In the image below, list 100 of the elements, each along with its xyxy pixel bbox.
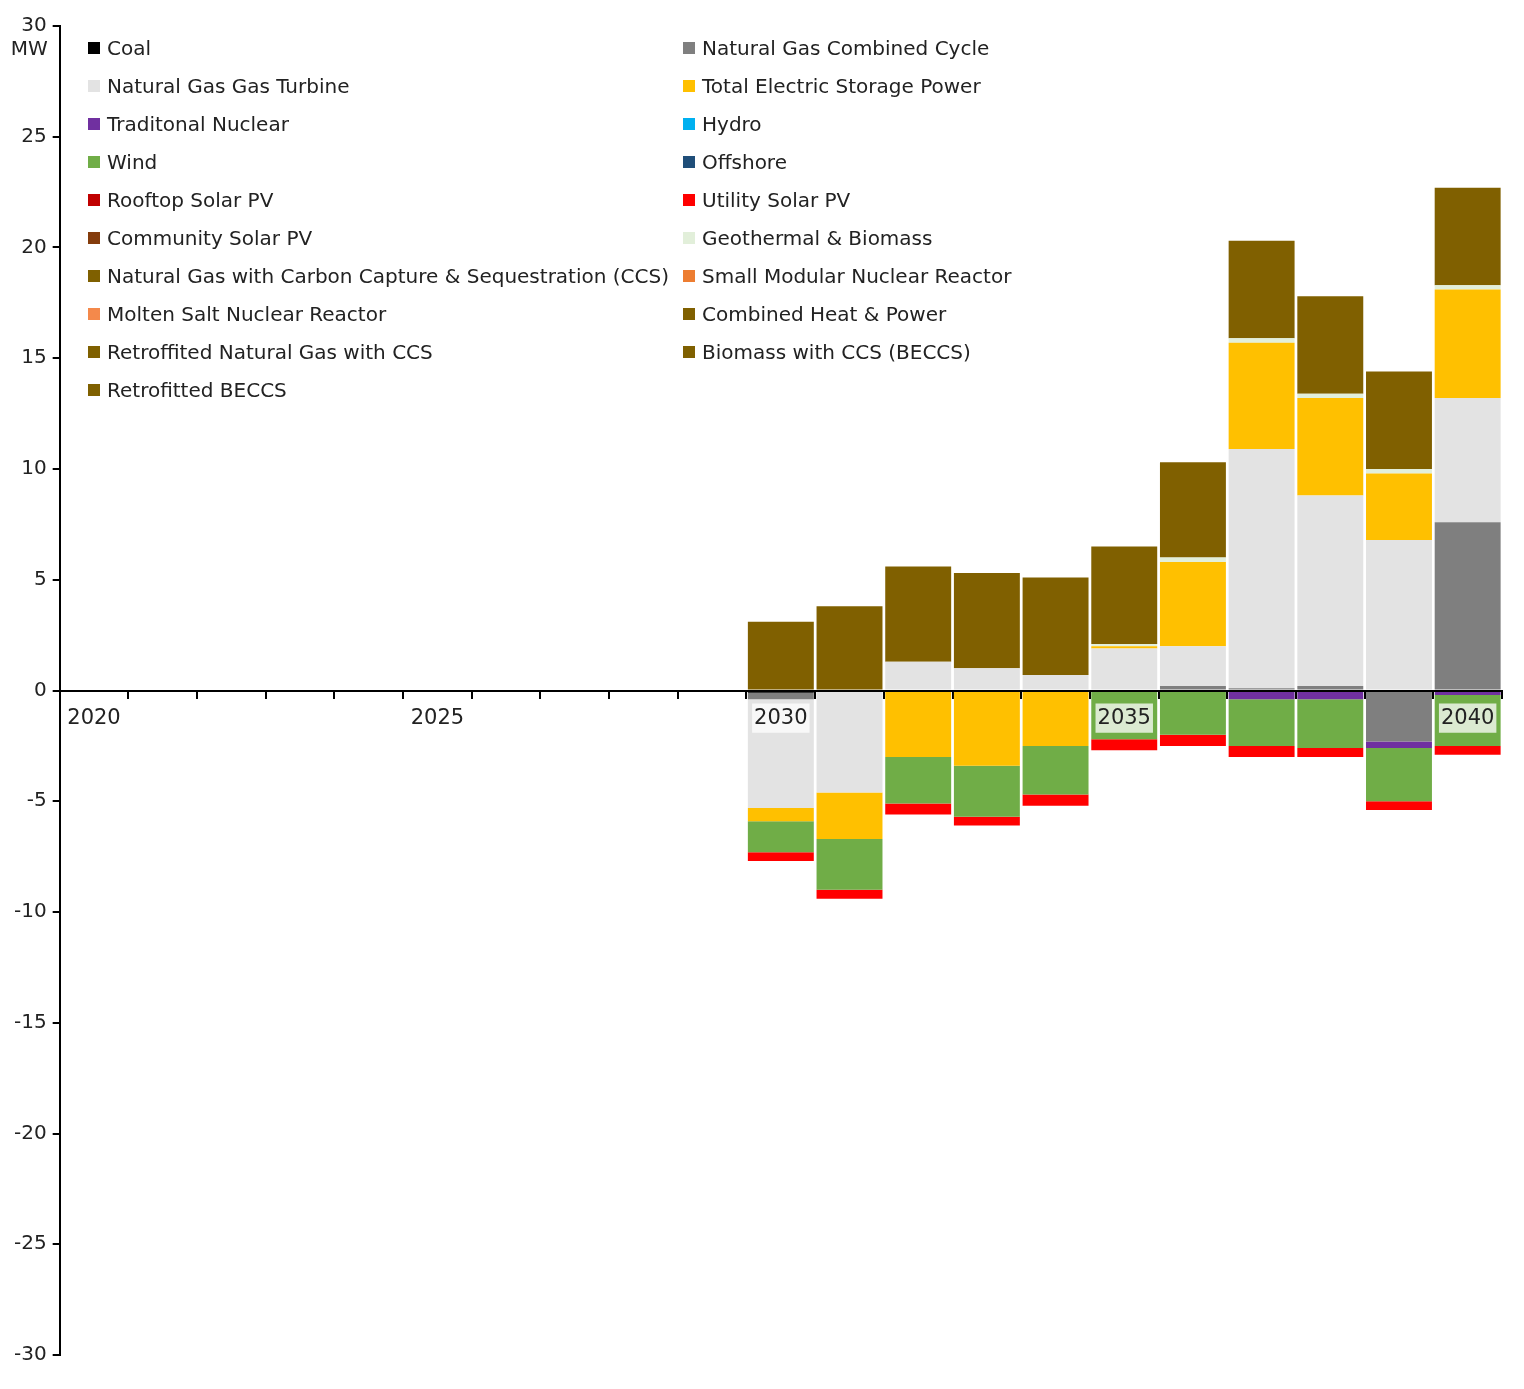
bar <box>1366 371 1432 469</box>
x-tick-label: 2040 <box>1440 704 1495 729</box>
legend-label: Total Electric Storage Power <box>702 74 981 98</box>
bar <box>1366 473 1432 540</box>
legend-label: Retrofitted BECCS <box>107 378 287 402</box>
bar <box>1297 296 1364 394</box>
x-tick-label: 2035 <box>1097 704 1151 729</box>
bar <box>1159 686 1226 690</box>
bar <box>885 803 952 815</box>
bar <box>1434 285 1501 290</box>
y-tick-label: -10 <box>13 898 47 923</box>
bar <box>747 807 814 822</box>
legend-label: Community Solar PV <box>107 226 313 250</box>
bar <box>885 691 952 757</box>
legend-label: Utility Solar PV <box>702 188 851 212</box>
legend-label: Natural Gas with Carbon Capture & Sequestration (CCS) <box>107 264 670 288</box>
bar <box>1434 398 1501 523</box>
x-tick-label: 2020 <box>67 704 121 729</box>
bar <box>1366 748 1432 802</box>
bar <box>1366 469 1432 474</box>
bar <box>1022 675 1089 690</box>
bar <box>953 573 1020 669</box>
bar <box>1366 801 1432 811</box>
legend-label: Coal <box>107 36 152 60</box>
x-tick-label: 2025 <box>410 704 465 729</box>
legend-label: Hydro <box>702 112 762 136</box>
bar <box>1434 187 1501 286</box>
bar <box>1434 522 1501 690</box>
bar <box>1297 686 1364 690</box>
bar <box>1228 699 1295 746</box>
y-tick-label: 5 <box>33 565 47 590</box>
bar <box>1159 462 1226 558</box>
bar <box>1159 691 1226 735</box>
bar <box>1297 748 1364 757</box>
bar <box>953 816 1020 826</box>
y-tick-label: -25 <box>13 1230 47 1255</box>
bar <box>1022 745 1089 795</box>
bar <box>1159 562 1226 647</box>
bar <box>1091 546 1158 644</box>
y-tick-label: 15 <box>21 344 47 369</box>
bar <box>885 661 952 690</box>
bar <box>747 692 814 700</box>
bar <box>1022 691 1089 746</box>
bar <box>1297 495 1364 687</box>
bar <box>747 621 814 690</box>
bar <box>1297 398 1364 496</box>
bar <box>953 765 1020 817</box>
y-tick-label: 20 <box>21 233 47 258</box>
legend-label: Molten Salt Nuclear Reactor <box>107 302 387 326</box>
bar <box>953 691 1020 766</box>
legend-label: Natural Gas Gas Turbine <box>107 74 350 98</box>
bar <box>1228 342 1295 450</box>
bar <box>1228 240 1295 339</box>
bar <box>816 792 883 839</box>
legend-label: Biomass with CCS (BECCS) <box>702 340 971 364</box>
bar <box>1228 449 1295 689</box>
legend-label: Geothermal & Biomass <box>702 226 933 250</box>
bar <box>1434 745 1501 755</box>
legend-label: Retroffited Natural Gas with CCS <box>107 340 433 364</box>
y-tick-label: 10 <box>21 455 47 480</box>
bar <box>1366 539 1432 690</box>
bar <box>1366 691 1432 742</box>
legend-label: Small Modular Nuclear Reactor <box>702 264 1012 288</box>
bar <box>1159 557 1226 563</box>
y-tick-label: 30 <box>21 12 47 37</box>
y-tick-label: -5 <box>26 787 47 812</box>
legend-label: Offshore <box>702 150 787 174</box>
bar <box>885 566 952 662</box>
bar <box>1228 338 1295 343</box>
legend-label: Wind <box>107 150 158 174</box>
bar <box>1022 577 1089 675</box>
y-axis-title: MW <box>10 36 48 61</box>
bar <box>1297 393 1364 399</box>
bar <box>885 756 952 804</box>
legend-label: Natural Gas Combined Cycle <box>702 36 990 60</box>
bar <box>816 889 883 899</box>
bar <box>1297 699 1364 749</box>
y-tick-label: -20 <box>13 1119 47 1144</box>
legend-label: Rooftop Solar PV <box>107 188 274 212</box>
y-tick-label: 25 <box>21 122 47 147</box>
bar <box>1091 648 1158 690</box>
bar <box>816 691 883 793</box>
y-tick-label: -30 <box>13 1341 47 1366</box>
y-tick-label: 0 <box>33 676 47 701</box>
bar <box>1159 646 1226 687</box>
bar <box>1159 734 1226 746</box>
y-tick-label: -15 <box>13 1008 47 1033</box>
bar <box>1366 741 1432 749</box>
bar <box>1434 289 1501 399</box>
bar <box>816 606 883 690</box>
bar <box>1091 739 1158 751</box>
bar <box>1022 794 1089 806</box>
bar <box>953 668 1020 690</box>
x-tick-label: 2030 <box>754 704 808 729</box>
bar <box>747 821 814 853</box>
legend-label: Combined Heat & Power <box>702 302 947 326</box>
legend-label: Traditonal Nuclear <box>107 112 289 136</box>
bar <box>816 838 883 890</box>
bar <box>1228 745 1295 757</box>
bar <box>747 852 814 862</box>
